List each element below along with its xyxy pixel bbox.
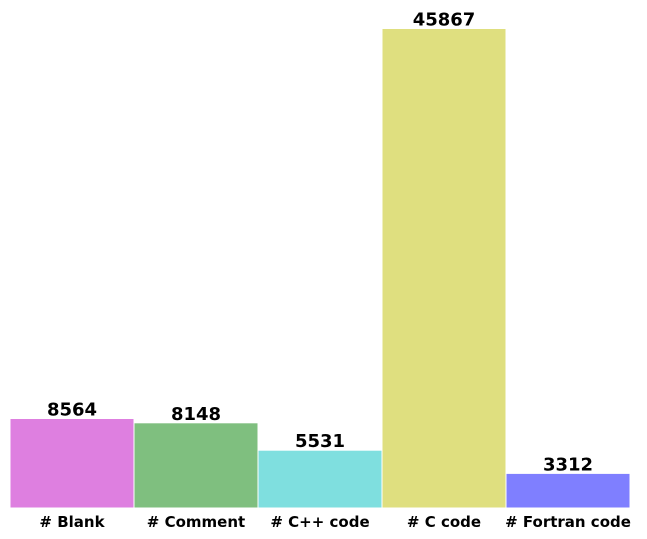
bar [9, 418, 135, 509]
value-labels-group: 8564 8148 5531 45867 3312 [47, 10, 593, 476]
bars-group [9, 28, 631, 509]
x-tick-label: # Comment [147, 513, 245, 531]
data-label: 3312 [543, 454, 593, 475]
x-tick-label: # C++ code [270, 513, 369, 531]
data-label: 8148 [171, 404, 221, 425]
bar [133, 422, 259, 509]
data-label: 5531 [295, 431, 345, 452]
bar [505, 472, 631, 509]
x-tick-label: # Fortran code [505, 513, 631, 531]
x-tick-label: # Blank [39, 513, 105, 531]
bar [257, 449, 383, 509]
data-label: 45867 [413, 10, 476, 31]
bar [381, 28, 507, 509]
x-tick-label: # C code [407, 513, 481, 531]
data-label: 8564 [47, 400, 97, 421]
category-labels-group: # Blank # Comment # C++ code # C code # Fort… [39, 513, 631, 531]
